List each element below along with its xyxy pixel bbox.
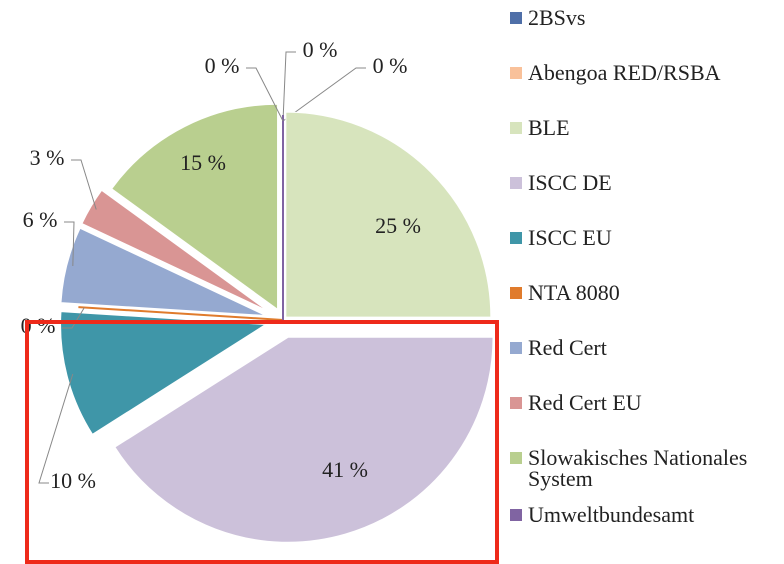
pie-slice xyxy=(111,103,279,311)
data-label: 41 % xyxy=(322,457,368,482)
chart: 0 % 0 % 25 % 41 % 10 % 0 % 6 % 3 % 15 % 0 % xyxy=(21,37,494,543)
legend-label: NTA 8080 xyxy=(528,280,620,305)
legend-item: NTA 8080 xyxy=(510,280,760,305)
data-label: 25 % xyxy=(375,213,421,238)
data-label: 15 % xyxy=(180,150,226,175)
pie-slice xyxy=(285,111,492,318)
data-label: 3 % xyxy=(30,145,65,170)
legend-item: ISCC DE xyxy=(510,170,760,195)
data-label: 10 % xyxy=(50,468,96,493)
legend-label: ISCC EU xyxy=(528,225,612,250)
legend-label: Red Cert xyxy=(528,335,607,360)
legend-label: ISCC DE xyxy=(528,170,612,195)
data-label: 0 % xyxy=(303,37,338,62)
legend-item: Abengoa RED/RSBA xyxy=(510,60,760,85)
legend-swatch xyxy=(510,122,522,134)
legend-label: Red Cert EU xyxy=(528,390,642,415)
legend-item: BLE xyxy=(510,115,760,140)
legend-label: 2BSvs xyxy=(528,5,586,30)
legend-swatch xyxy=(510,177,522,189)
legend-swatch xyxy=(510,12,522,24)
legend-swatch xyxy=(510,67,522,79)
leader-line xyxy=(71,159,97,210)
leader-line xyxy=(282,67,366,122)
leader-line xyxy=(64,221,75,267)
legend-label: Abengoa RED/RSBA xyxy=(528,60,721,85)
legend-swatch xyxy=(510,232,522,244)
data-label: 0 % xyxy=(205,53,240,78)
legend-swatch xyxy=(510,397,522,409)
legend-item: 2BSvs xyxy=(510,5,760,30)
legend-swatch xyxy=(510,509,522,521)
pie-slice xyxy=(78,306,284,321)
legend-swatch xyxy=(510,452,522,464)
leader-line xyxy=(246,67,284,122)
pie-slice xyxy=(81,189,268,312)
legend-swatch xyxy=(510,342,522,354)
data-label: 0 % xyxy=(21,313,56,338)
legend-label: Slowakisches Nationales System xyxy=(528,445,748,491)
legend-item: ISCC EU xyxy=(510,225,760,250)
legend-item: Red Cert EU xyxy=(510,390,760,415)
legend-label: BLE xyxy=(528,115,570,140)
leader-line xyxy=(38,373,74,484)
legend-item: Umweltbundesamt xyxy=(510,502,760,527)
legend-item: Red Cert xyxy=(510,335,760,360)
data-label: 0 % xyxy=(373,53,408,78)
data-label: 6 % xyxy=(23,207,58,232)
legend-label: Umweltbundesamt xyxy=(528,502,695,527)
legend-item: Slowakisches Nationales System xyxy=(510,445,760,491)
legend-swatch xyxy=(510,287,522,299)
pie-slice xyxy=(60,227,266,317)
leader-line xyxy=(282,51,296,122)
